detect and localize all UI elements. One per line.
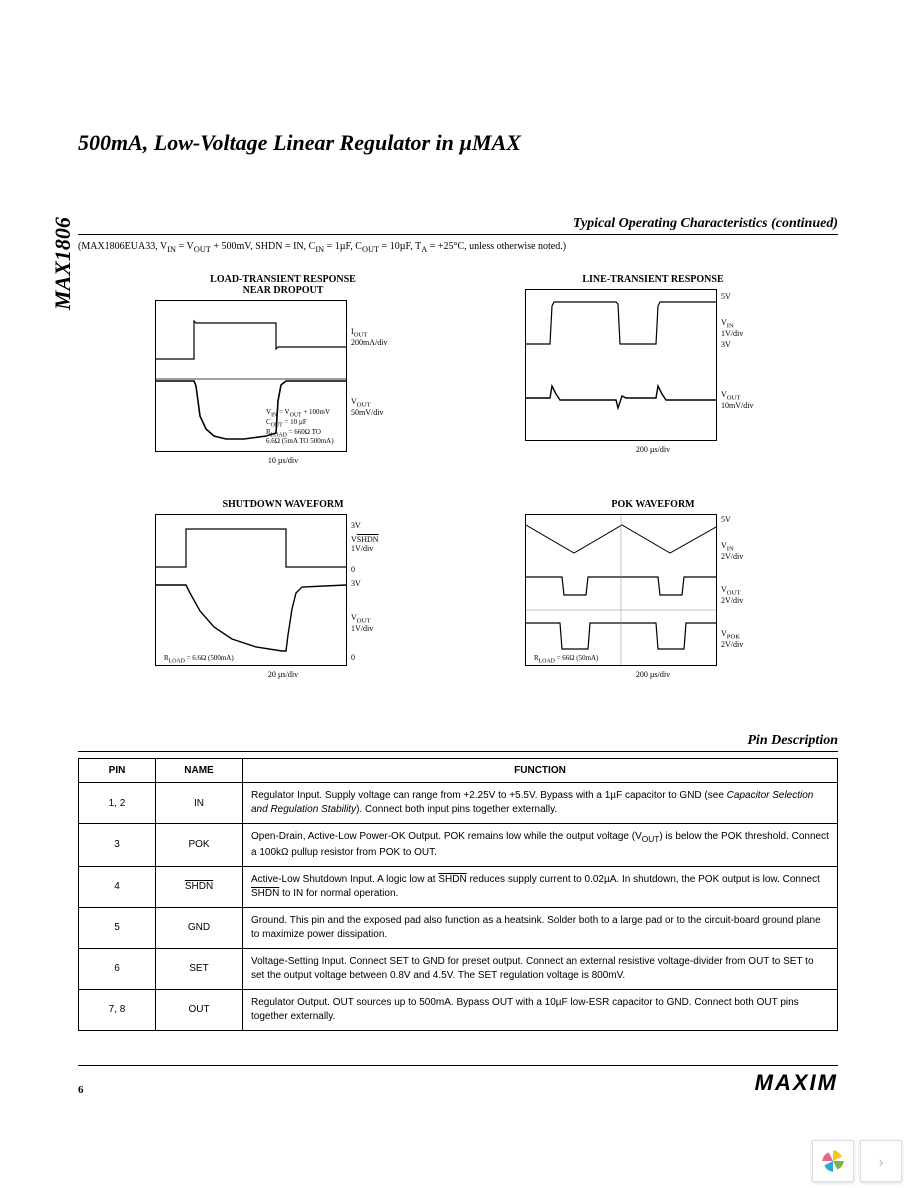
table-cell: GND bbox=[156, 907, 243, 948]
viewer-widget: › bbox=[812, 1140, 902, 1182]
section-heading-pin-description: Pin Description bbox=[78, 733, 838, 752]
page-content: 500mA, Low-Voltage Linear Regulator in µ… bbox=[78, 130, 838, 1031]
oscilloscope-plot: VIN = VOUT + 100mVCOUT = 10 µFRLOAD = 66… bbox=[155, 300, 347, 452]
maxim-logo: MAXIM bbox=[755, 1070, 838, 1096]
table-row: 6SETVoltage-Setting Input. Connect SET t… bbox=[79, 948, 838, 989]
table-cell: POK bbox=[156, 824, 243, 867]
table-header: FUNCTION bbox=[243, 759, 838, 783]
table-row: 1, 2INRegulator Input. Supply voltage ca… bbox=[79, 783, 838, 824]
table-cell: SHDN bbox=[156, 866, 243, 907]
oscilloscope-plot: RLOAD = 6.6Ω (500mA) bbox=[155, 514, 347, 666]
table-row: 3POKOpen-Drain, Active-Low Power-OK Outp… bbox=[79, 824, 838, 867]
table-cell: 6 bbox=[79, 948, 156, 989]
table-cell: IN bbox=[156, 783, 243, 824]
table-cell: 7, 8 bbox=[79, 989, 156, 1030]
chart-axis-labels: IOUT200mA/divVOUT50mV/div bbox=[347, 300, 411, 450]
table-cell: 4 bbox=[79, 866, 156, 907]
chart-title: LOAD-TRANSIENT RESPONSENEAR DROPOUT bbox=[138, 274, 428, 296]
table-cell: 1, 2 bbox=[79, 783, 156, 824]
table-header: NAME bbox=[156, 759, 243, 783]
chart-axis-labels: 5VVIN1V/div3VVOUT10mV/div bbox=[717, 289, 781, 439]
table-cell: Open-Drain, Active-Low Power-OK Output. … bbox=[243, 824, 838, 867]
chart-annotation: RLOAD = 66Ω (50mA) bbox=[534, 655, 598, 665]
chart-title: POK WAVEFORM bbox=[508, 499, 798, 510]
table-cell: 5 bbox=[79, 907, 156, 948]
scope-chart: POK WAVEFORM RLOAD = 66Ω (50mA) 5VVIN2V/di… bbox=[508, 499, 798, 679]
section-heading-characteristics: Typical Operating Characteristics (conti… bbox=[78, 216, 838, 235]
pin-description-section: Pin Description PINNAMEFUNCTION1, 2INReg… bbox=[78, 733, 838, 1031]
test-conditions: (MAX1806EUA33, VIN = VOUT + 500mV, SHDN … bbox=[78, 241, 838, 254]
scope-chart: SHUTDOWN WAVEFORM RLOAD = 6.6Ω (500mA) 3VV… bbox=[138, 499, 428, 679]
table-row: 4SHDNActive-Low Shutdown Input. A logic … bbox=[79, 866, 838, 907]
chart-timebase-label: 200 µs/div bbox=[508, 670, 798, 679]
chart-annotation: VIN = VOUT + 100mVCOUT = 10 µFRLOAD = 66… bbox=[266, 409, 334, 446]
charts-grid: LOAD-TRANSIENT RESPONSENEAR DROPOUT VIN =… bbox=[78, 274, 838, 699]
chart-timebase-label: 200 µs/div bbox=[508, 445, 798, 454]
table-cell: Ground. This pin and the exposed pad als… bbox=[243, 907, 838, 948]
table-row: 5GNDGround. This pin and the exposed pad… bbox=[79, 907, 838, 948]
table-cell: OUT bbox=[156, 989, 243, 1030]
page-title: 500mA, Low-Voltage Linear Regulator in µ… bbox=[78, 130, 838, 156]
scope-chart: LOAD-TRANSIENT RESPONSENEAR DROPOUT VIN =… bbox=[138, 274, 428, 465]
viewer-logo-icon[interactable] bbox=[812, 1140, 854, 1182]
page-footer: 6 MAXIM bbox=[78, 1065, 838, 1096]
page-number: 6 bbox=[78, 1084, 84, 1096]
table-cell: 3 bbox=[79, 824, 156, 867]
chart-title: SHUTDOWN WAVEFORM bbox=[138, 499, 428, 510]
oscilloscope-plot bbox=[525, 289, 717, 441]
chart-timebase-label: 10 µs/div bbox=[138, 456, 428, 465]
table-cell: SET bbox=[156, 948, 243, 989]
table-cell: Active-Low Shutdown Input. A logic low a… bbox=[243, 866, 838, 907]
viewer-next-icon[interactable]: › bbox=[860, 1140, 902, 1182]
table-cell: Regulator Input. Supply voltage can rang… bbox=[243, 783, 838, 824]
table-cell: Regulator Output. OUT sources up to 500m… bbox=[243, 989, 838, 1030]
part-number-side-label: MAX1806 bbox=[50, 217, 76, 310]
scope-chart: LINE-TRANSIENT RESPONSE 5VVIN1V/div3VVOUT… bbox=[508, 274, 798, 465]
chart-timebase-label: 20 µs/div bbox=[138, 670, 428, 679]
chart-title: LINE-TRANSIENT RESPONSE bbox=[508, 274, 798, 285]
table-header: PIN bbox=[79, 759, 156, 783]
pin-description-table: PINNAMEFUNCTION1, 2INRegulator Input. Su… bbox=[78, 758, 838, 1031]
table-cell: Voltage-Setting Input. Connect SET to GN… bbox=[243, 948, 838, 989]
oscilloscope-plot: RLOAD = 66Ω (50mA) bbox=[525, 514, 717, 666]
chart-axis-labels: 3VVSHDN1V/div03VVOUT1V/div0 bbox=[347, 514, 411, 664]
table-row: 7, 8OUTRegulator Output. OUT sources up … bbox=[79, 989, 838, 1030]
chart-axis-labels: 5VVIN2V/divVOUT2V/divVPOK2V/div bbox=[717, 514, 781, 664]
chart-annotation: RLOAD = 6.6Ω (500mA) bbox=[164, 655, 234, 665]
